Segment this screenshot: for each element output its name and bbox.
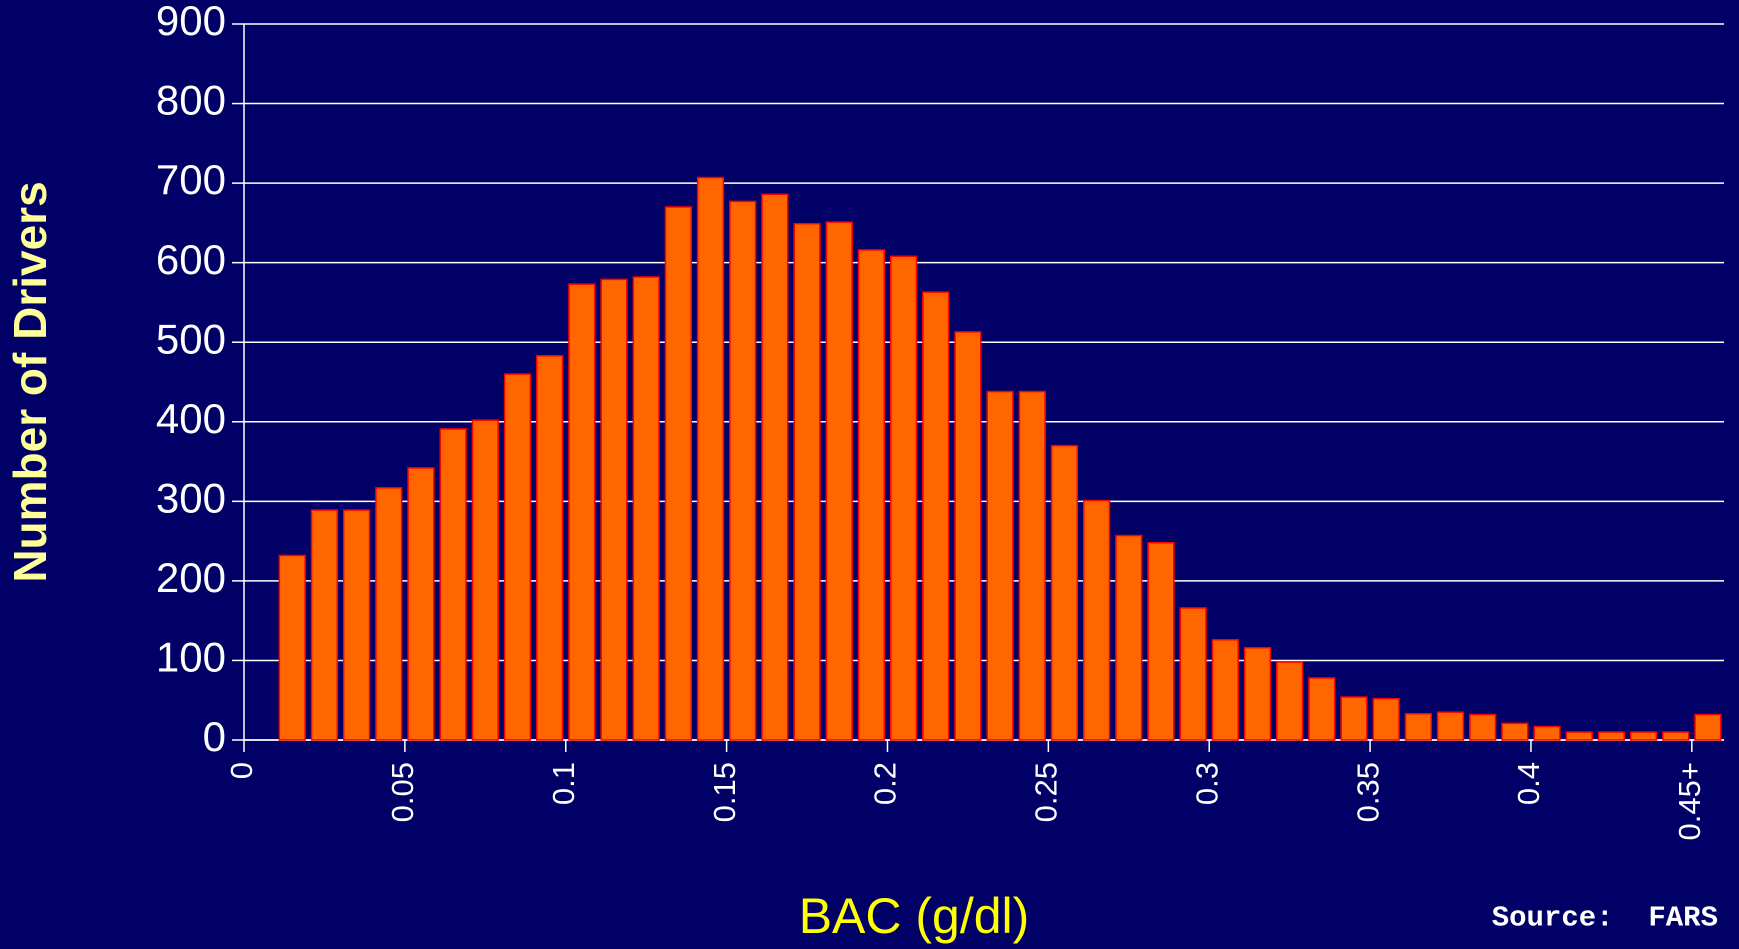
bar: [1082, 499, 1111, 741]
x-tick-label: 0.05: [385, 762, 420, 822]
bar: [1179, 607, 1207, 741]
x-axis-label: BAC (g/dl): [799, 888, 1030, 944]
bar: [439, 428, 467, 741]
bar: [986, 390, 1014, 741]
x-tick-label: 0.3: [1189, 762, 1224, 805]
y-tick-label: 600: [156, 236, 226, 283]
x-tick-label: 0.1: [546, 762, 581, 805]
y-tick-label: 800: [156, 77, 226, 124]
bar: [793, 222, 821, 741]
bar: [1340, 696, 1368, 741]
bar: [1469, 713, 1497, 741]
x-tick-label: 0.4: [1511, 762, 1546, 805]
bar: [696, 176, 725, 741]
bar: [375, 487, 403, 741]
x-tick-label: 0.45+: [1672, 762, 1707, 840]
bar: [1404, 712, 1432, 741]
y-tick-label: 900: [156, 0, 226, 44]
bar: [1597, 731, 1626, 741]
bar: [632, 276, 660, 741]
x-tick-label: 0.35: [1350, 762, 1385, 822]
y-tick-label: 700: [156, 156, 226, 203]
bar: [568, 283, 596, 741]
bar: [1565, 731, 1593, 741]
bar: [1694, 713, 1722, 741]
bar: [278, 554, 306, 741]
bar: [922, 291, 950, 741]
bar: [342, 509, 371, 741]
bar: [1372, 697, 1400, 741]
bar: [536, 354, 564, 741]
bar: [1211, 639, 1239, 741]
bar: [1436, 711, 1465, 741]
bar: [761, 193, 789, 741]
x-tick-label: 0.15: [707, 762, 742, 822]
bar: [1533, 725, 1561, 741]
bar: [1501, 722, 1529, 741]
x-tick-label: 0.2: [868, 762, 903, 805]
bar: [1629, 731, 1658, 741]
bar: [1243, 646, 1272, 741]
x-tick-label: 0: [224, 762, 259, 779]
bar: [503, 373, 532, 741]
bar: [889, 255, 918, 741]
bar: [1115, 534, 1143, 741]
source-note: Source: FARS: [1492, 902, 1718, 935]
bar: [729, 200, 757, 741]
bar: [664, 206, 692, 741]
y-tick-label: 400: [156, 395, 226, 442]
bar: [407, 467, 435, 741]
plot-area: 0 100 200 300 400 500 600 700 800 900 0 0.05 0.1 0.15…: [156, 0, 1724, 840]
bar: [825, 221, 853, 741]
bar: [1308, 677, 1336, 741]
bar: [1018, 390, 1046, 741]
bar: [471, 419, 499, 741]
bar: [310, 509, 339, 741]
bar: [1050, 444, 1079, 741]
bar: [857, 249, 886, 741]
bar: [1662, 731, 1690, 741]
x-tick-label: 0.25: [1029, 762, 1064, 822]
bar: [1147, 541, 1175, 741]
y-tick-label: 500: [156, 315, 226, 362]
bar: [954, 331, 982, 741]
y-tick-label: 200: [156, 554, 226, 601]
y-tick-label: 300: [156, 474, 226, 521]
bar: [600, 278, 628, 741]
bar: [1276, 661, 1304, 741]
y-axis-label: Number of Drivers: [4, 181, 56, 582]
y-tick-label: 100: [156, 634, 226, 681]
y-tick-label: 0: [203, 713, 226, 760]
